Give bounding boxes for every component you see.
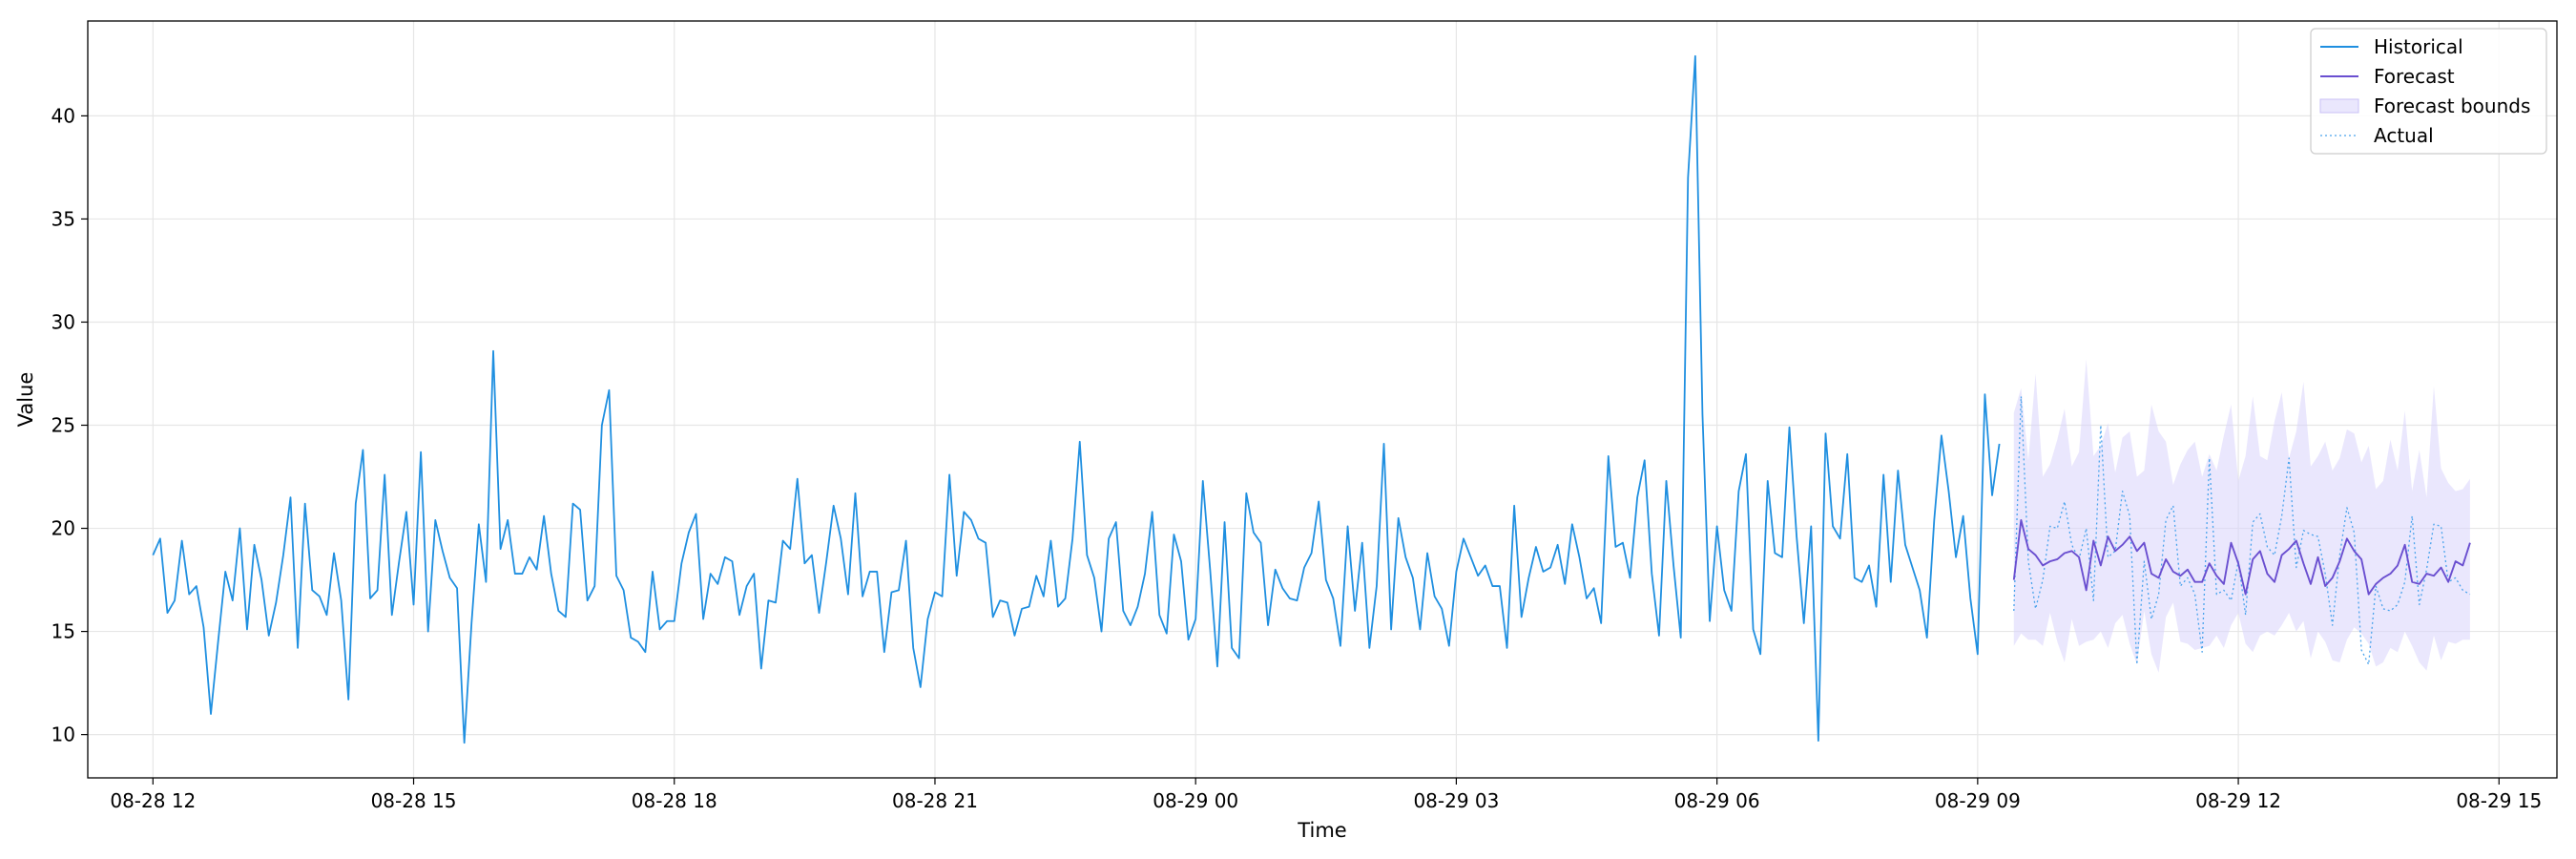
series-line-historical <box>152 54 2001 744</box>
legend: Historical Forecast Forecast bounds Actual <box>2310 28 2547 155</box>
y-tick-label: 10 <box>52 723 75 746</box>
x-tick-label: 08-29 15 <box>2456 789 2542 812</box>
y-axis-label: Value <box>14 372 37 428</box>
y-tick-label: 35 <box>52 207 75 230</box>
x-tick-label: 08-29 09 <box>1935 789 2021 812</box>
y-tick-label: 20 <box>52 517 75 540</box>
x-tick-label: 08-28 12 <box>110 789 196 812</box>
y-tick-label: 40 <box>52 104 75 127</box>
x-tick-label: 08-28 18 <box>632 789 717 812</box>
grid <box>88 21 2557 778</box>
legend-box <box>2310 28 2547 155</box>
series-line-forecast <box>2012 518 2471 596</box>
x-tick-label: 08-28 15 <box>371 789 457 812</box>
legend-label-forecast: Forecast <box>2374 65 2455 88</box>
forecast-bounds-layer <box>2013 359 2470 673</box>
x-tick-label: 08-29 00 <box>1153 789 1238 812</box>
y-tick-label: 30 <box>52 310 75 333</box>
legend-label-actual: Actual <box>2374 124 2434 147</box>
x-axis-ticks: 08-28 12 08-28 15 08-28 18 08-28 21 08-29 00… <box>110 778 2542 812</box>
legend-swatch-forecast-bounds <box>2319 98 2359 114</box>
x-axis-label: Time <box>1297 819 1346 842</box>
x-tick-label: 08-29 12 <box>2195 789 2281 812</box>
x-tick-label: 08-29 06 <box>1674 789 1760 812</box>
y-tick-label: 25 <box>52 414 75 437</box>
y-tick-label: 15 <box>52 620 75 643</box>
x-tick-label: 08-28 21 <box>892 789 978 812</box>
y-axis-ticks: 10 15 20 25 30 35 40 <box>52 104 88 746</box>
legend-label-forecast-bounds: Forecast bounds <box>2374 94 2530 117</box>
plot-frame <box>87 20 2558 779</box>
forecast-bounds-band <box>2013 359 2470 673</box>
series-layer <box>152 54 2471 744</box>
legend-label-historical: Historical <box>2374 35 2463 58</box>
x-tick-label: 08-29 03 <box>1413 789 1499 812</box>
